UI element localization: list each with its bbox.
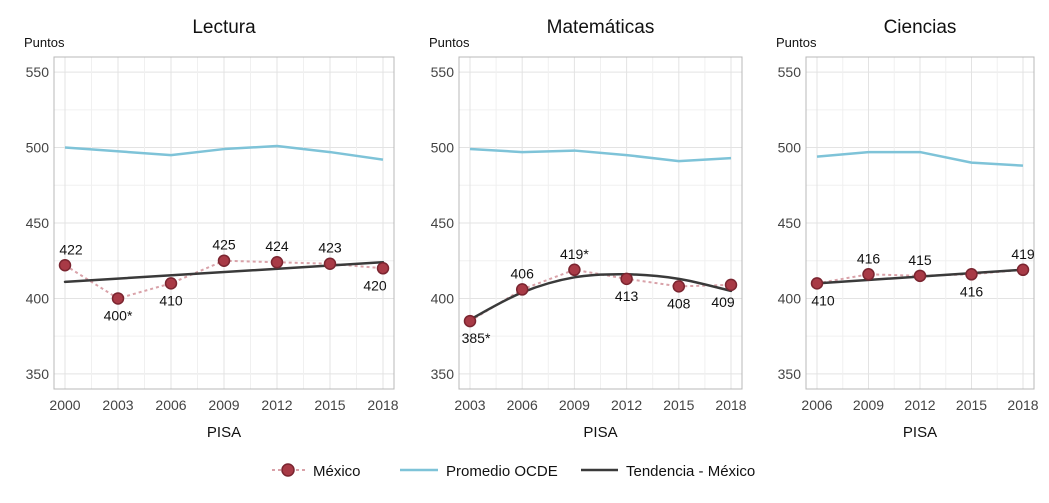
mexico-point — [463, 314, 477, 328]
x-tick-label: 2015 — [314, 397, 345, 413]
mexico-point — [620, 272, 633, 286]
panel-ciencias: Ciencias Puntos 350 400 450 500 550 2006 2009 201… — [776, 17, 1039, 441]
mexico-series-line — [469, 268, 732, 322]
ocde-series-line — [816, 150, 1024, 167]
mexico-point — [965, 268, 978, 281]
mexico-point — [568, 263, 581, 277]
panel-title: Lectura — [192, 17, 256, 38]
x-tick-label: 2009 — [853, 397, 884, 413]
mexico-data-label: 410 — [159, 292, 183, 308]
y-tick-label: 400 — [26, 290, 50, 306]
x-tick-label: 2006 — [801, 397, 832, 413]
legend-trend-label: Tendencia - México — [626, 463, 755, 480]
mexico-point — [672, 280, 686, 293]
mexico-data-label: 419* — [560, 246, 589, 262]
legend-mexico-label: México — [313, 463, 361, 480]
legend-ocde-label: Promedio OCDE — [446, 463, 558, 480]
mexico-point — [515, 283, 529, 296]
panel-matematicas: Matemáticas Puntos 350 400 450 500 550 2003 2006… — [429, 17, 747, 441]
y-tick-label: 500 — [26, 140, 50, 156]
legend: México Promedio OCDE Tendencia - México — [272, 463, 755, 480]
x-tick-label: 2009 — [559, 397, 590, 413]
mexico-data-label: 415 — [908, 252, 932, 268]
y-tick-label: 450 — [431, 215, 455, 231]
x-tick-label: 2012 — [261, 397, 292, 413]
panel-border — [805, 56, 1035, 390]
mexico-data-label: 420 — [363, 277, 387, 293]
ocde-series-line — [64, 144, 384, 161]
mexico-data-label: 385* — [462, 330, 491, 346]
y-tick-label: 400 — [431, 290, 455, 306]
mexico-data-label: 406 — [511, 265, 535, 281]
x-axis-label: PISA — [903, 424, 937, 441]
x-tick-label: 2015 — [956, 397, 987, 413]
mexico-point — [1016, 263, 1030, 277]
mexico-point — [913, 269, 927, 283]
y-axis-label: Puntos — [776, 35, 817, 50]
panel-title: Ciencias — [884, 17, 957, 38]
mexico-data-label: 422 — [59, 241, 83, 257]
panel-border — [53, 56, 395, 390]
y-tick-label: 550 — [26, 64, 50, 80]
mexico-data-label: 416 — [960, 283, 984, 299]
mexico-data-label: 400* — [104, 307, 133, 323]
y-axis-label: Puntos — [24, 35, 65, 50]
x-tick-label: 2003 — [454, 397, 485, 413]
x-tick-label: 2003 — [102, 397, 133, 413]
mexico-data-label: 424 — [265, 238, 289, 254]
y-tick-label: 500 — [431, 140, 455, 156]
y-tick-label: 350 — [26, 366, 50, 382]
legend-mexico-marker — [281, 463, 295, 477]
trend-series-line — [468, 272, 733, 321]
mexico-point — [810, 277, 824, 290]
mexico-data-label: 413 — [615, 288, 639, 304]
mexico-data-label: 408 — [667, 295, 691, 311]
y-tick-label: 350 — [431, 366, 455, 382]
y-tick-label: 350 — [778, 366, 802, 382]
mexico-point — [724, 278, 738, 292]
x-axis-label: PISA — [583, 424, 617, 441]
x-tick-label: 2009 — [208, 397, 239, 413]
panel-lectura: Lectura Puntos 350 400 450 500 550 2000 2003 2006… — [24, 17, 399, 441]
y-tick-label: 550 — [778, 64, 802, 80]
panel-border — [458, 56, 743, 390]
x-tick-label: 2012 — [611, 397, 642, 413]
mexico-point — [58, 259, 72, 272]
x-tick-label: 2015 — [663, 397, 694, 413]
x-tick-label: 2018 — [1007, 397, 1038, 413]
mexico-data-label: 425 — [212, 237, 236, 253]
x-tick-label: 2006 — [507, 397, 538, 413]
panel-title: Matemáticas — [547, 17, 655, 38]
y-tick-label: 500 — [778, 140, 802, 156]
x-tick-label: 2018 — [715, 397, 746, 413]
y-tick-label: 450 — [778, 215, 802, 231]
mexico-point — [217, 254, 231, 267]
y-tick-label: 400 — [778, 290, 802, 306]
y-tick-label: 450 — [26, 215, 50, 231]
mexico-data-label: 410 — [811, 292, 835, 308]
mexico-data-label: 419 — [1011, 246, 1035, 262]
mexico-data-label: 416 — [857, 250, 881, 266]
x-axis-label: PISA — [207, 424, 241, 441]
mexico-point — [164, 277, 178, 290]
x-tick-label: 2018 — [367, 397, 398, 413]
x-tick-label: 2012 — [904, 397, 935, 413]
ocde-series-line — [469, 147, 732, 163]
mexico-point — [376, 262, 390, 275]
x-tick-label: 2000 — [49, 397, 80, 413]
mexico-point — [862, 268, 875, 281]
mexico-point — [111, 292, 125, 305]
x-tick-label: 2006 — [155, 397, 186, 413]
mexico-point — [270, 255, 284, 269]
y-tick-label: 550 — [431, 64, 455, 80]
mexico-data-label: 409 — [711, 294, 735, 310]
y-axis-label: Puntos — [429, 35, 470, 50]
mexico-data-label: 423 — [318, 240, 342, 256]
mexico-point — [323, 257, 337, 270]
